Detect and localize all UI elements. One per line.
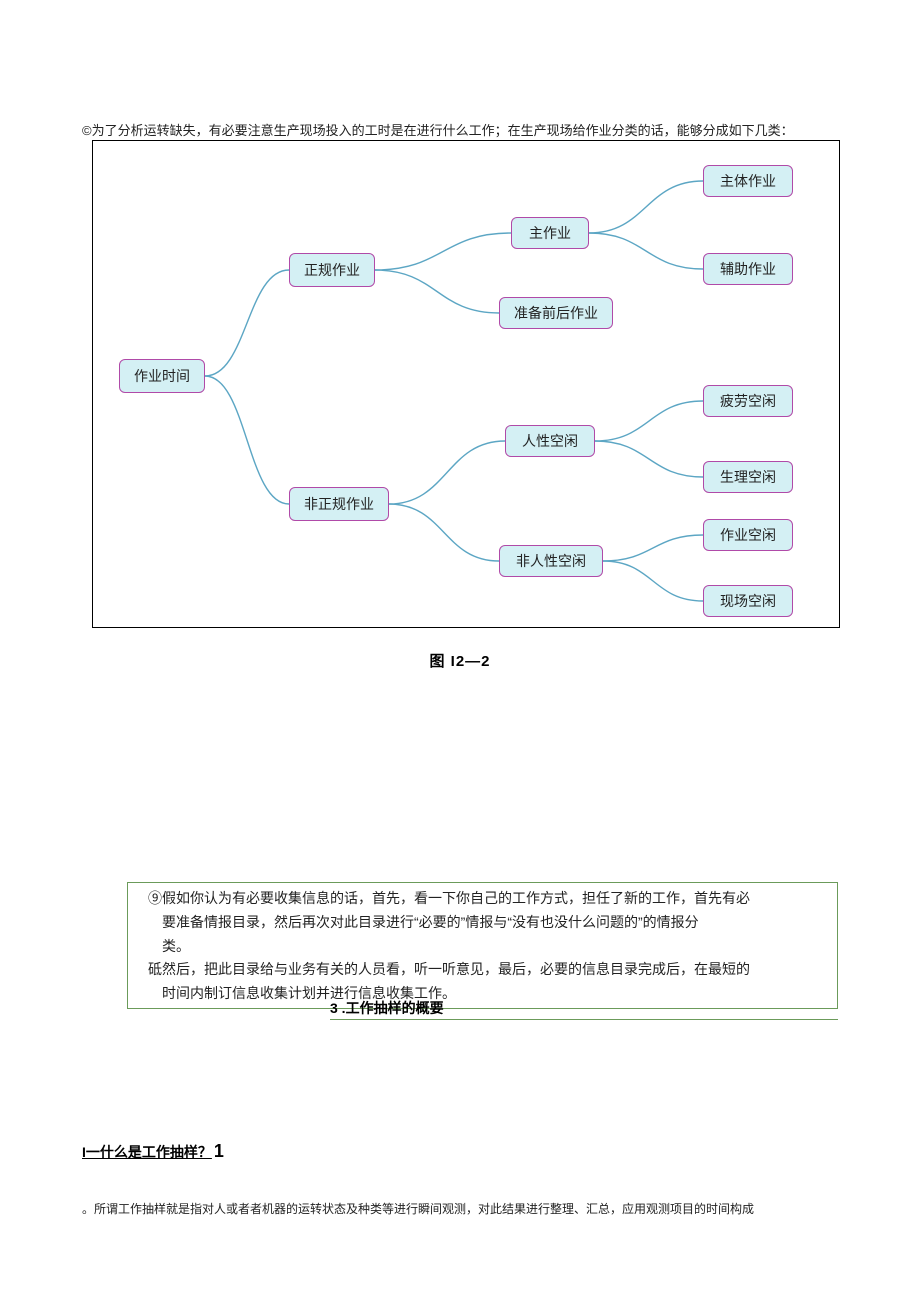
tree-node-l2a: 主作业 <box>511 217 589 249</box>
para-line: 类。 <box>134 935 831 959</box>
figure-caption: 图 I2—2 <box>0 650 920 671</box>
tree-node-root: 作业时间 <box>119 359 205 393</box>
tree-node-l3c: 疲劳空闲 <box>703 385 793 417</box>
tree-node-l2b: 准备前后作业 <box>499 297 613 329</box>
tree-node-l2c: 人性空闲 <box>505 425 595 457</box>
section-heading: 3 .工作抽样的概要 <box>330 998 838 1020</box>
para-line: 砥然后，把此目录给与业务有关的人员看，听一听意见，最后，必要的信息目录完成后，在… <box>134 958 831 982</box>
paragraph-box: ⑨假如你认为有必要收集信息的话，首先，看一下你自己的工作方式，担任了新的工作，首… <box>127 882 838 1009</box>
tree-node-l1b: 非正规作业 <box>289 487 389 521</box>
tree-node-l2d: 非人性空闲 <box>499 545 603 577</box>
para-line: 要准备情报目录，然后再次对此目录进行“必要的”情报与“没有也没什么问题的”的情报… <box>134 911 831 935</box>
intro-text: ©为了分析运转缺失，有必要注意生产现场投入的工时是在进行什么工作；在生产现场给作… <box>82 120 794 139</box>
subhead-text: I一什么是工作抽样？ <box>82 1144 212 1160</box>
para-line: ⑨假如你认为有必要收集信息的话，首先，看一下你自己的工作方式，担任了新的工作，首… <box>134 887 831 911</box>
tree-diagram: 作业时间 正规作业非正规作业 主作业准备前后作业人性空闲非人性空闲 主体作业辅助作业疲… <box>92 140 840 628</box>
tree-node-l3a: 主体作业 <box>703 165 793 197</box>
subhead-number: 1 <box>214 1141 224 1162</box>
tree-node-l3d: 生理空闲 <box>703 461 793 493</box>
tree-node-l3f: 现场空闲 <box>703 585 793 617</box>
subsection-heading: I一什么是工作抽样？1 <box>82 1141 224 1162</box>
tree-node-l1a: 正规作业 <box>289 253 375 287</box>
body-paragraph: 。所谓工作抽样就是指对人或者者机器的运转状态及种类等进行瞬间观测，对此结果进行整… <box>82 1200 842 1217</box>
tree-node-l3e: 作业空闲 <box>703 519 793 551</box>
tree-node-l3b: 辅助作业 <box>703 253 793 285</box>
